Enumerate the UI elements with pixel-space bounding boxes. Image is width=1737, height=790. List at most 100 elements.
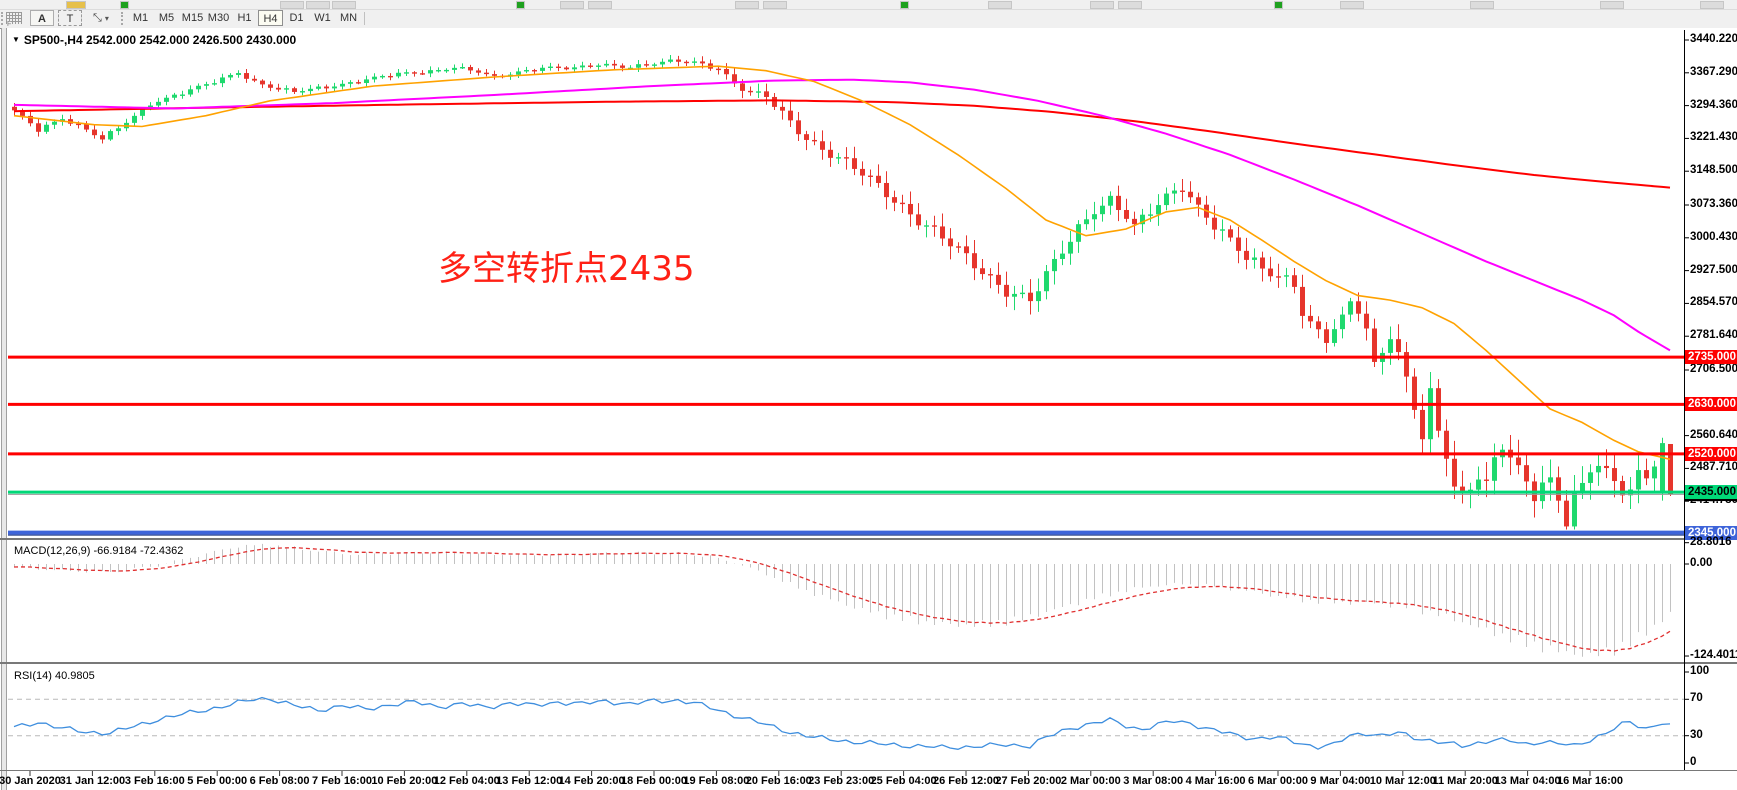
date-label: 27 Feb 20:00 [995,775,1062,787]
toolbar-fragment [588,1,612,9]
toolbar-fragment [988,1,1012,9]
price-tick-label: 3073.360 [1690,198,1737,210]
price-level-badge: 2735.000 [1685,350,1737,365]
price-level-badge: 2435.000 [1685,485,1737,500]
rsi-tick-label: 0 [1690,756,1697,768]
toolbar-fragment [516,1,525,9]
chart-title: ▼ SP500-,H4 2542.000 2542.000 2426.500 24… [12,33,296,47]
price-tick-label: 3000.430 [1690,230,1737,243]
timeframe-mn[interactable]: MN [336,10,361,26]
date-label: 31 Jan 12:00 [59,775,126,787]
price-tick-label: 2560.640 [1690,428,1737,441]
date-label: 16 Mar 16:00 [1556,775,1624,787]
main-toolbar-sliver [0,0,1737,10]
toolbar-fragment [1340,1,1364,9]
date-label: 23 Feb 23:00 [808,775,875,787]
toolbar-fragment [1118,1,1142,9]
chart-title-text: SP500-,H4 2542.000 2542.000 2426.500 243… [23,33,297,47]
toolbar-fragment [1274,1,1283,9]
toolbar-fragment [306,1,330,9]
timeframe-m15[interactable]: M15 [181,12,204,24]
chart-dropdown-icon[interactable]: ▼ [12,35,20,44]
toolbar-fragment [1600,1,1624,9]
rsi-line [13,696,1671,750]
date-label: 20 Feb 16:00 [745,775,812,787]
text-label-button[interactable]: T [58,10,82,26]
date-label: 7 Feb 16:00 [312,775,372,787]
price-level-badge: 2630.000 [1685,397,1737,412]
toolbar-fragment [900,1,909,9]
toolbar-fragment [763,1,787,9]
price-tick-label: 3294.360 [1690,98,1737,111]
timeframe-h1[interactable]: H1 [232,10,257,26]
macd-tick-label: 0.00 [1690,557,1713,569]
timeframe-m30[interactable]: M30 [207,12,230,24]
toolbar-fragment [332,1,356,9]
date-label: 14 Feb 20:00 [558,775,625,787]
toolbar-fragment [1090,1,1114,9]
date-label: 12 Feb 04:00 [433,775,500,787]
slow-ma [13,99,1671,189]
price-level-badge: 2520.000 [1685,446,1737,461]
date-label: 11 Mar 20:00 [1432,775,1498,787]
price-level-badge: 2345.000 [1685,525,1737,540]
price-tick-label: 3367.290 [1690,65,1737,78]
chart-toolbar: F A T ⤡ ▾ M1 M5 M15 M30 H1 H4 D1 W1 MN [0,10,1737,29]
toolbar-separator [364,12,365,25]
date-label: 30 Jan 2020 [0,775,61,787]
date-label: 2 Mar 00:00 [1060,775,1121,787]
annotation-text[interactable]: 多空转折点2435 [438,249,695,289]
toolbar-drag-handle[interactable] [121,12,126,25]
timeframe-d1[interactable]: D1 [284,10,309,26]
timeframe-m5[interactable]: M5 [154,10,179,26]
toolbar-drag-handle[interactable] [1,12,6,25]
date-label: 19 Feb 08:00 [683,775,750,787]
fast-ma [13,65,1671,461]
price-tick-label: 2854.570 [1690,296,1737,309]
rsi-tick-label: 30 [1690,728,1703,741]
price-tick-label: 2706.500 [1690,363,1737,375]
timeframe-h4[interactable]: H4 [258,10,283,26]
date-label: 3 Mar 08:00 [1123,775,1184,787]
macd-tick-label: -124.4011 [1690,649,1737,662]
price-tick-label: 2781.640 [1690,329,1737,342]
toolbar-fragment [735,1,759,9]
toolbar-fragment [1700,1,1724,9]
macd-tick-label: 28.8016 [1690,535,1732,548]
toolbar-fragment [560,1,584,9]
date-label: 6 Feb 08:00 [249,775,310,787]
price-tick-label: 3440.220 [1690,33,1737,45]
timeframe-w1[interactable]: W1 [310,10,335,26]
price-tick-label: 2927.500 [1690,263,1737,276]
macd-signal-line [13,546,1671,652]
date-label: 3 Feb 16:00 [124,775,185,787]
date-label: 13 Mar 04:00 [1494,775,1561,787]
arrows-icon: ⤡ [93,12,102,24]
grid-icon[interactable]: F [6,12,22,28]
date-label: 10 Feb 20:00 [371,775,438,787]
date-label: 18 Feb 00:00 [620,775,688,787]
timeframe-m1[interactable]: M1 [128,10,153,26]
price-tick-label: 3221.430 [1690,131,1737,144]
toolbar-fragment [120,1,129,9]
font-a-button[interactable]: A [30,10,54,26]
date-label: 5 Feb 00:00 [187,775,248,787]
mid-ma [13,78,1671,352]
date-label: 25 Feb 04:00 [870,775,937,787]
chevron-down-icon: ▾ [104,14,109,23]
toolbar-fragment [280,1,304,9]
date-label: 4 Mar 16:00 [1185,775,1246,787]
rsi-tick-label: 100 [1690,665,1710,677]
toolbar-fragment [66,1,86,9]
price-tick-label: 2487.710 [1690,461,1737,474]
date-label: 13 Feb 12:00 [496,775,563,787]
rsi-tick-label: 70 [1690,692,1703,705]
rsi-label: RSI(14) 40.9805 [14,670,95,682]
macd-label: MACD(12,26,9) -66.9184 -72.4362 [14,545,184,557]
toolbar-fragment [1470,1,1494,9]
cursor-dropdown-button[interactable]: ⤡ ▾ [86,10,116,26]
date-label: 26 Feb 12:00 [932,775,1000,787]
date-label: 6 Mar 00:00 [1248,775,1308,787]
